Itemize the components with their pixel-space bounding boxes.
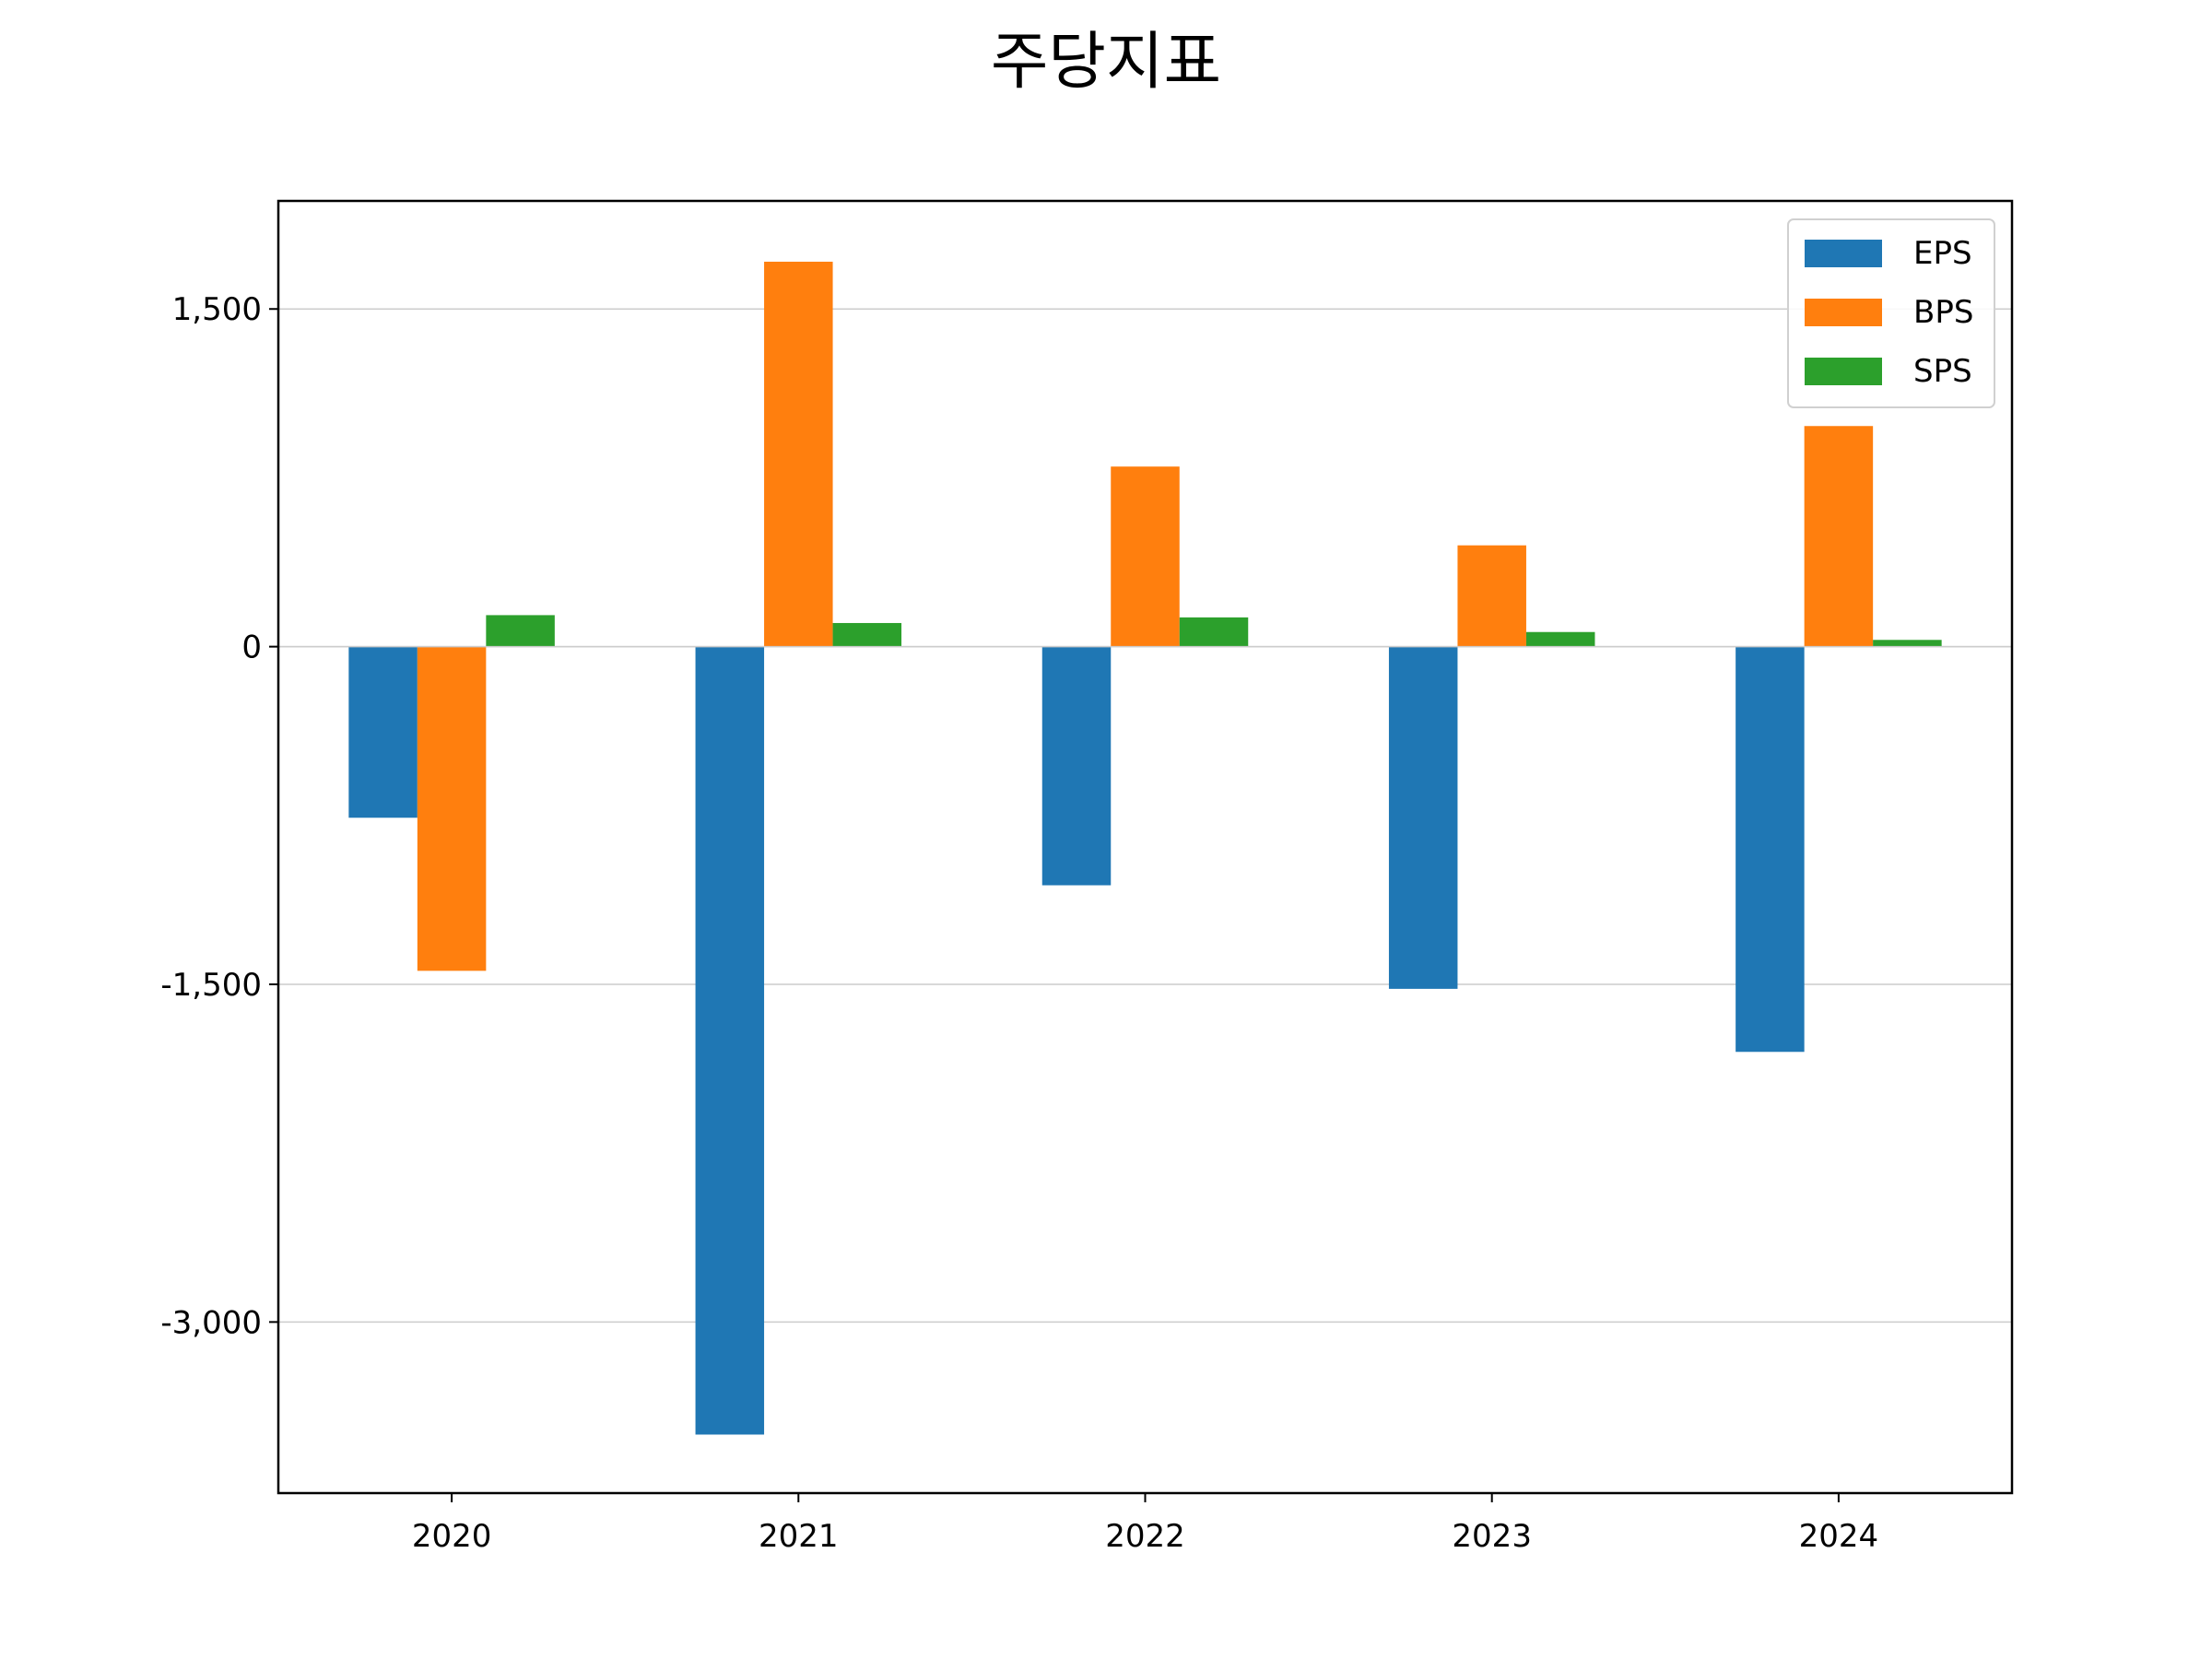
bar-bps-2023 xyxy=(1457,545,1526,647)
legend-swatch-sps xyxy=(1805,358,1882,385)
legend-label-bps: BPS xyxy=(1913,294,1973,331)
y-axis: 1,500 0 -1,500 -3,000 xyxy=(160,291,278,1341)
x-tick-label: 2021 xyxy=(759,1518,839,1555)
bar-bps-2024 xyxy=(1804,426,1874,647)
bar-eps-2023 xyxy=(1388,646,1458,989)
bar-bps-2021 xyxy=(764,261,833,647)
bars xyxy=(348,261,1942,1435)
bar-sps-2024 xyxy=(1873,640,1942,647)
bar-eps-2024 xyxy=(1735,646,1805,1053)
y-tick-label: -1,500 xyxy=(160,967,262,1004)
legend-label-sps: SPS xyxy=(1913,353,1972,390)
bar-sps-2022 xyxy=(1179,617,1249,647)
legend-swatch-eps xyxy=(1805,240,1882,267)
legend-swatch-bps xyxy=(1805,299,1882,326)
x-axis: 2020 2021 2022 2023 2024 xyxy=(412,1493,1878,1555)
x-tick-label: 2022 xyxy=(1105,1518,1185,1555)
x-tick-label: 2024 xyxy=(1799,1518,1879,1555)
legend[interactable]: EPS BPS SPS xyxy=(1787,218,1995,408)
bar-eps-2022 xyxy=(1041,646,1112,886)
bar-bps-2020 xyxy=(417,646,487,971)
legend-label-eps: EPS xyxy=(1913,235,1972,272)
y-tick-label: 0 xyxy=(241,629,262,666)
bar-eps-2020 xyxy=(348,646,418,818)
bar-sps-2020 xyxy=(486,615,555,647)
bar-sps-2023 xyxy=(1525,631,1595,647)
y-tick-label: -3,000 xyxy=(160,1304,262,1341)
bar-bps-2022 xyxy=(1111,466,1180,647)
chart-title: 주당지표 xyxy=(991,26,1221,99)
bar-eps-2021 xyxy=(695,646,765,1435)
x-tick-label: 2023 xyxy=(1452,1518,1532,1555)
x-tick-label: 2020 xyxy=(412,1518,492,1555)
bar-sps-2021 xyxy=(832,622,902,647)
y-tick-label: 1,500 xyxy=(172,291,262,328)
